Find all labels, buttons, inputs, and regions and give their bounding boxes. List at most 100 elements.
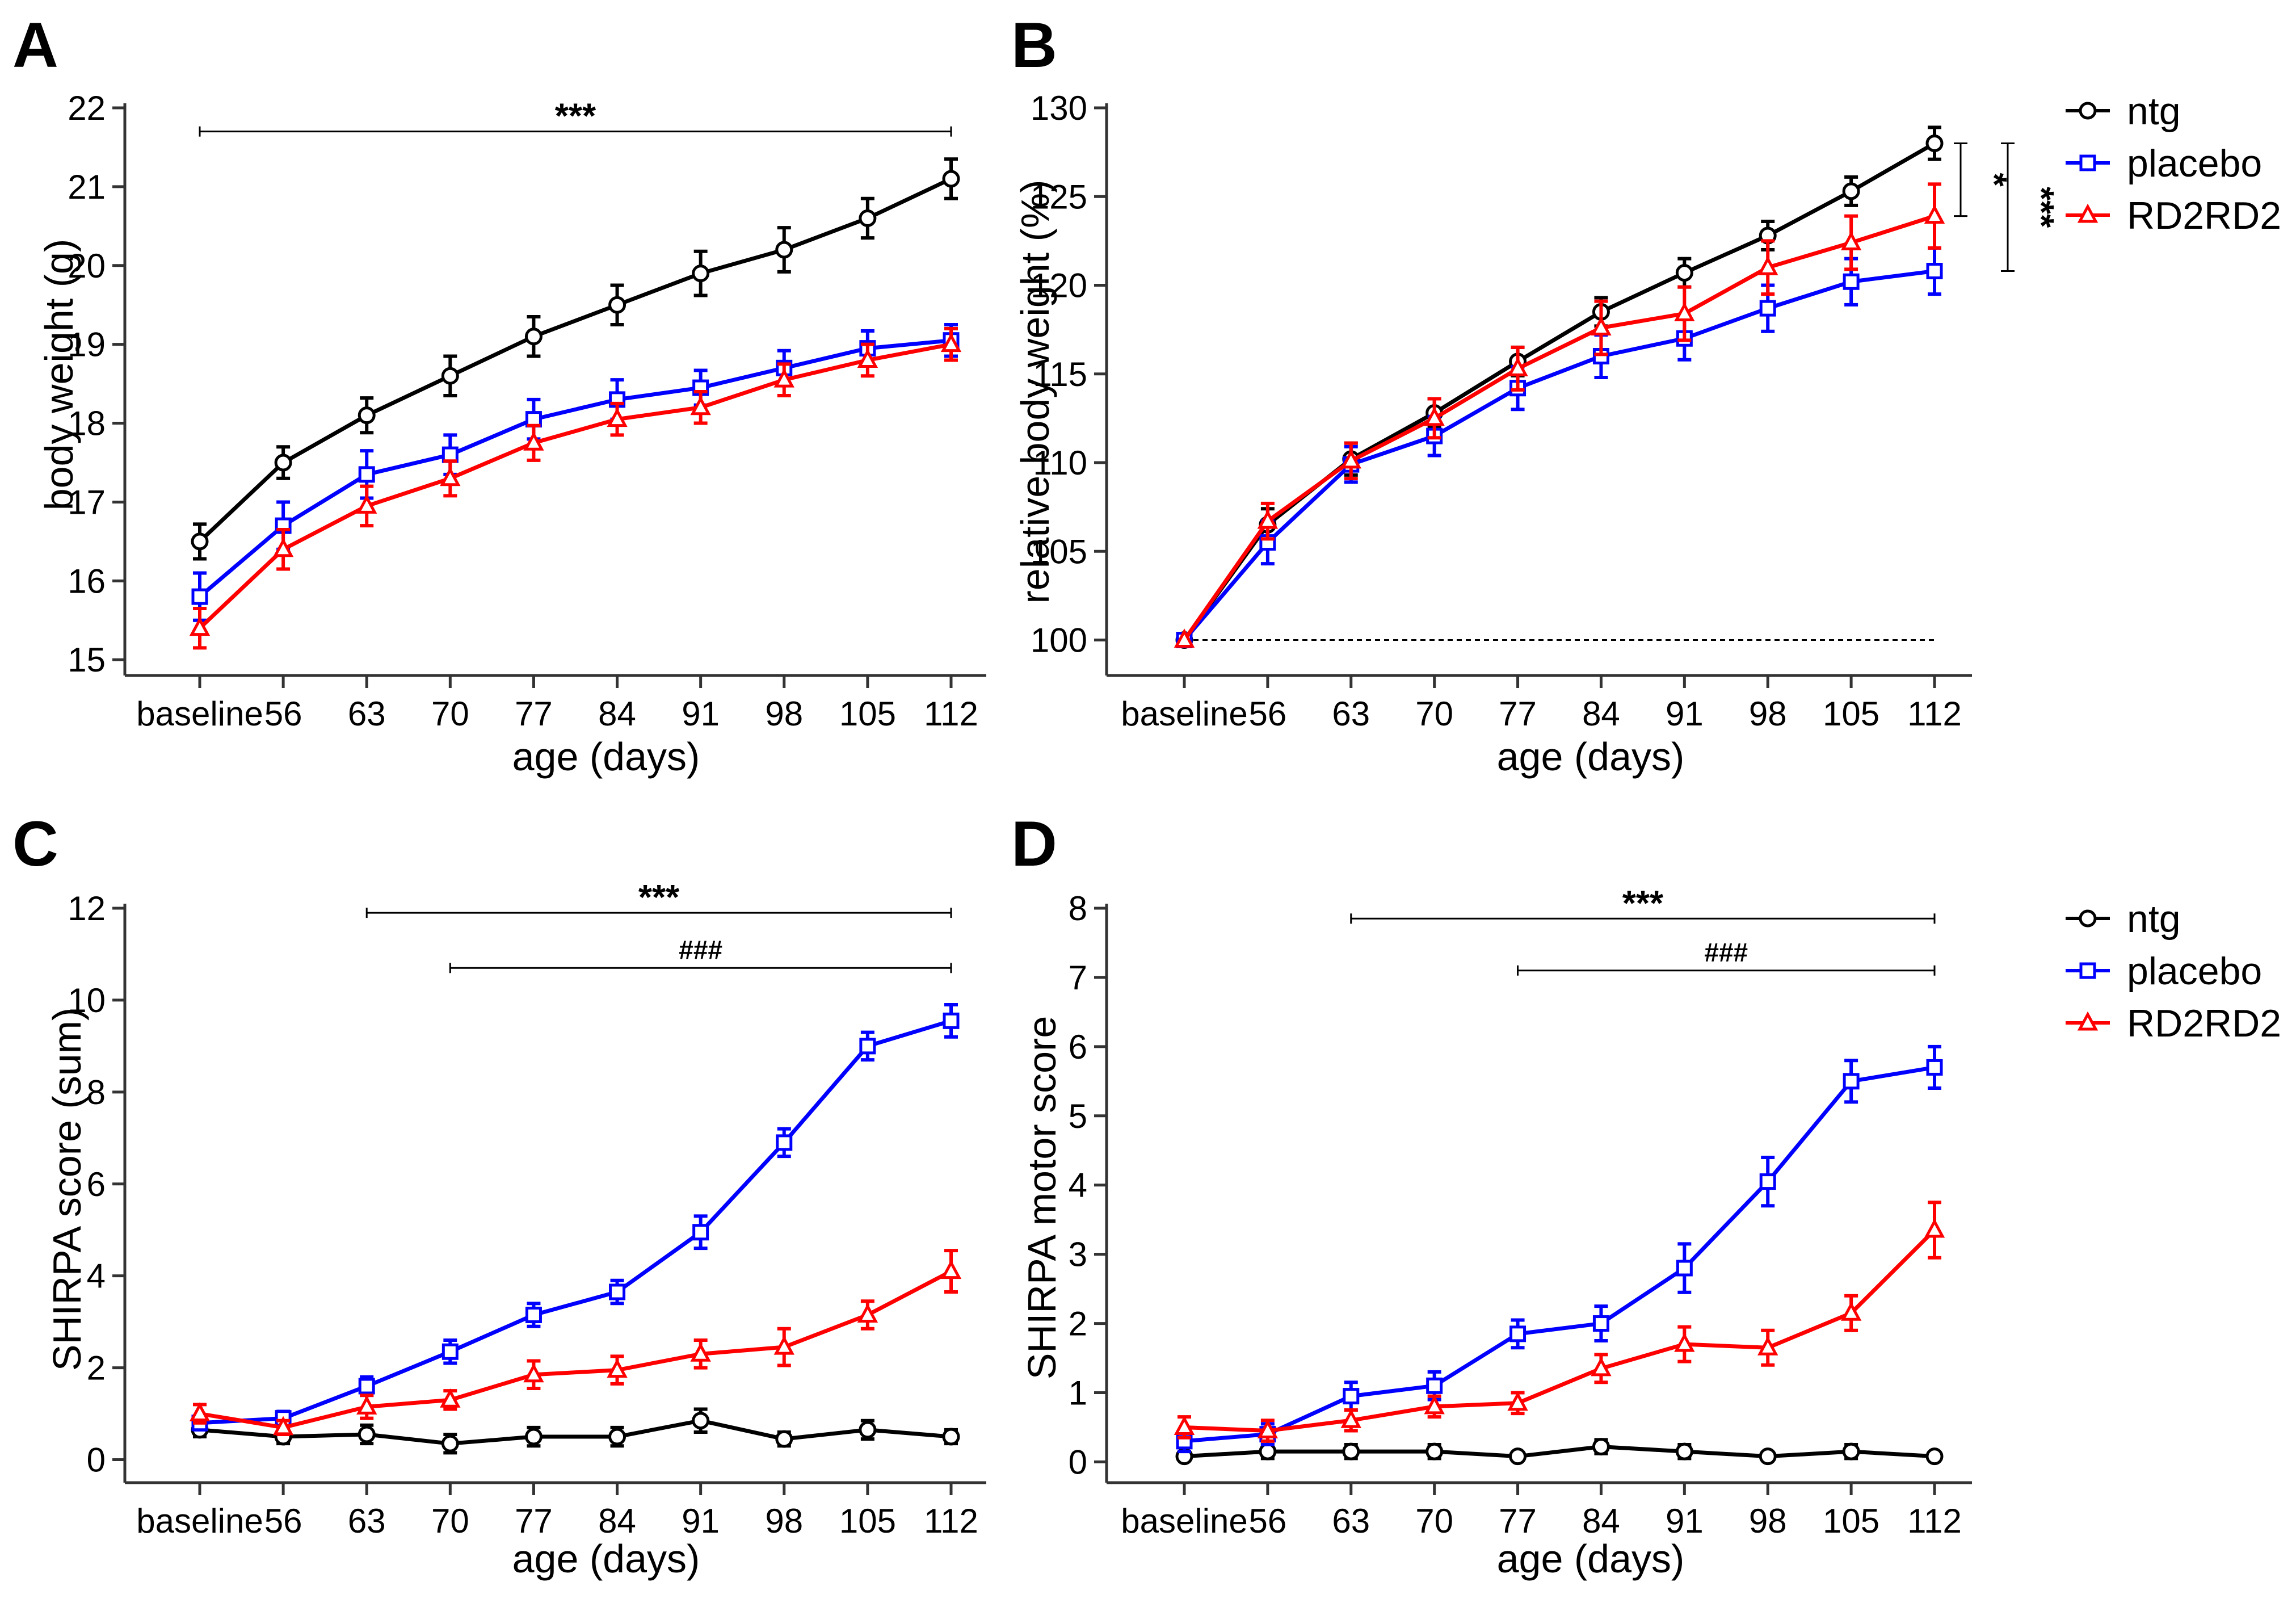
data-point [1842, 182, 1860, 200]
x-tick-label: 77 [1499, 695, 1537, 733]
y-tick-label: 125 [1031, 178, 1087, 216]
data-point [356, 494, 377, 514]
series-line [199, 1269, 952, 1430]
data-point [441, 367, 459, 385]
y-axis-title: SHIRPA score (sum) [45, 1008, 89, 1371]
data-point [191, 588, 208, 605]
y-tick-label: 5 [1069, 1097, 1087, 1135]
plot-area [1174, 125, 1945, 649]
data-point [690, 1342, 711, 1362]
data-point [775, 241, 793, 259]
data-point [859, 1038, 876, 1055]
legend-item-ntg: ntg [2066, 897, 2181, 941]
data-point [441, 1434, 459, 1453]
y-axis-title: body weight (g) [37, 239, 81, 511]
data-point [1840, 1302, 1862, 1321]
data-point [441, 1343, 459, 1360]
data-point [1424, 1395, 1445, 1415]
x-tick-label: 105 [1823, 695, 1879, 733]
axes: 15 16 17 18 19 20 21 22 baseline 56 63 70 77 84 91 98 10… [68, 89, 986, 733]
panel-letter: D [1011, 808, 1057, 879]
series-rd2rd2 [189, 326, 962, 650]
legend-top: ntg placebo RD2RD2 [2066, 90, 2281, 237]
y-tick-label: 6 [87, 1165, 106, 1203]
data-point [524, 328, 543, 346]
x-axis-title: age (days) [1497, 1537, 1685, 1581]
data-point [857, 1303, 878, 1323]
x-tick-label: 112 [924, 1502, 978, 1540]
y-tick-label: 8 [1069, 889, 1087, 928]
legend-item-rd2rd2: RD2RD2 [2066, 194, 2281, 237]
x-tick-label: 112 [924, 695, 978, 733]
series-line [1184, 1065, 1935, 1443]
x-tick-label: 91 [1666, 1502, 1704, 1540]
significance-annotations: **** [1954, 142, 2060, 272]
significance-label: *** [555, 97, 596, 136]
x-tick-label: 56 [1249, 695, 1287, 733]
panel-b: B 100 105 110 115 120 125 130 baseline 56 63 70 77 8… [1011, 10, 2060, 779]
y-tick-label: 120 [1031, 267, 1087, 305]
x-tick-label: 84 [1582, 1502, 1620, 1540]
data-point [857, 349, 878, 368]
y-tick-label: 105 [1031, 532, 1087, 570]
x-tick-label: 77 [515, 695, 553, 733]
data-point [1843, 1073, 1860, 1090]
y-tick-label: 2 [87, 1349, 106, 1387]
y-tick-label: 4 [1069, 1166, 1087, 1205]
x-tick-label: 105 [839, 695, 896, 733]
legend-label: ntg [2127, 897, 2181, 941]
x-tick-label: 77 [1499, 1502, 1537, 1540]
significance-label: *** [1622, 884, 1664, 923]
plot-area [189, 157, 962, 650]
legend-marker-square-icon [2079, 154, 2096, 171]
legend-bottom: ntg placebo RD2RD2 [2066, 897, 2281, 1045]
y-tick-label: 19 [68, 326, 106, 364]
y-tick-label: 20 [68, 247, 106, 285]
y-tick-label: 130 [1031, 89, 1087, 127]
data-point [1924, 1218, 1945, 1238]
data-point [608, 1428, 626, 1446]
data-point [1257, 509, 1279, 529]
data-point [1259, 1442, 1277, 1461]
data-point [1340, 449, 1361, 469]
x-tick-label: baseline [136, 695, 263, 733]
data-point [859, 1421, 877, 1439]
data-point [1425, 1442, 1444, 1461]
data-point [1340, 1408, 1361, 1428]
data-point [1842, 1442, 1860, 1461]
data-point [1342, 1442, 1360, 1461]
data-point [943, 1012, 960, 1029]
legend-label: ntg [2127, 90, 2181, 133]
y-tick-label: 2 [1069, 1305, 1087, 1343]
x-axis-title: age (days) [512, 1537, 700, 1581]
x-axis-title: age (days) [512, 735, 700, 779]
x-tick-label: 112 [1907, 695, 1962, 733]
significance-annotations: *** ### [1350, 884, 1936, 976]
x-tick-label: 63 [1332, 695, 1370, 733]
data-point [940, 1260, 962, 1279]
data-point [607, 1358, 628, 1378]
y-tick-label: 1 [1069, 1374, 1087, 1412]
x-tick-label: baseline [1121, 1502, 1248, 1540]
data-point [1675, 264, 1693, 282]
data-point [191, 532, 209, 551]
data-point [776, 1134, 793, 1151]
significance-annotations: *** [199, 97, 952, 137]
data-point [692, 1224, 709, 1241]
axes: 100 105 110 115 120 125 130 baseline 56 63 70 77 84 9… [1031, 89, 1972, 733]
y-tick-label: 6 [1069, 1028, 1087, 1066]
x-tick-label: 91 [682, 1502, 720, 1540]
data-point [942, 1428, 960, 1446]
data-point [609, 1283, 626, 1300]
legend-marker-circle-icon [2079, 102, 2097, 120]
data-point [1507, 357, 1528, 376]
legend-marker-square-icon [2079, 962, 2096, 979]
data-point [1591, 1357, 1612, 1377]
data-point [775, 1430, 793, 1448]
data-point [1925, 135, 1944, 152]
series-rd2rd2 [1174, 1201, 1945, 1443]
data-point [358, 406, 376, 425]
data-point [1843, 273, 1860, 290]
x-tick-label: 112 [1907, 1502, 1962, 1540]
